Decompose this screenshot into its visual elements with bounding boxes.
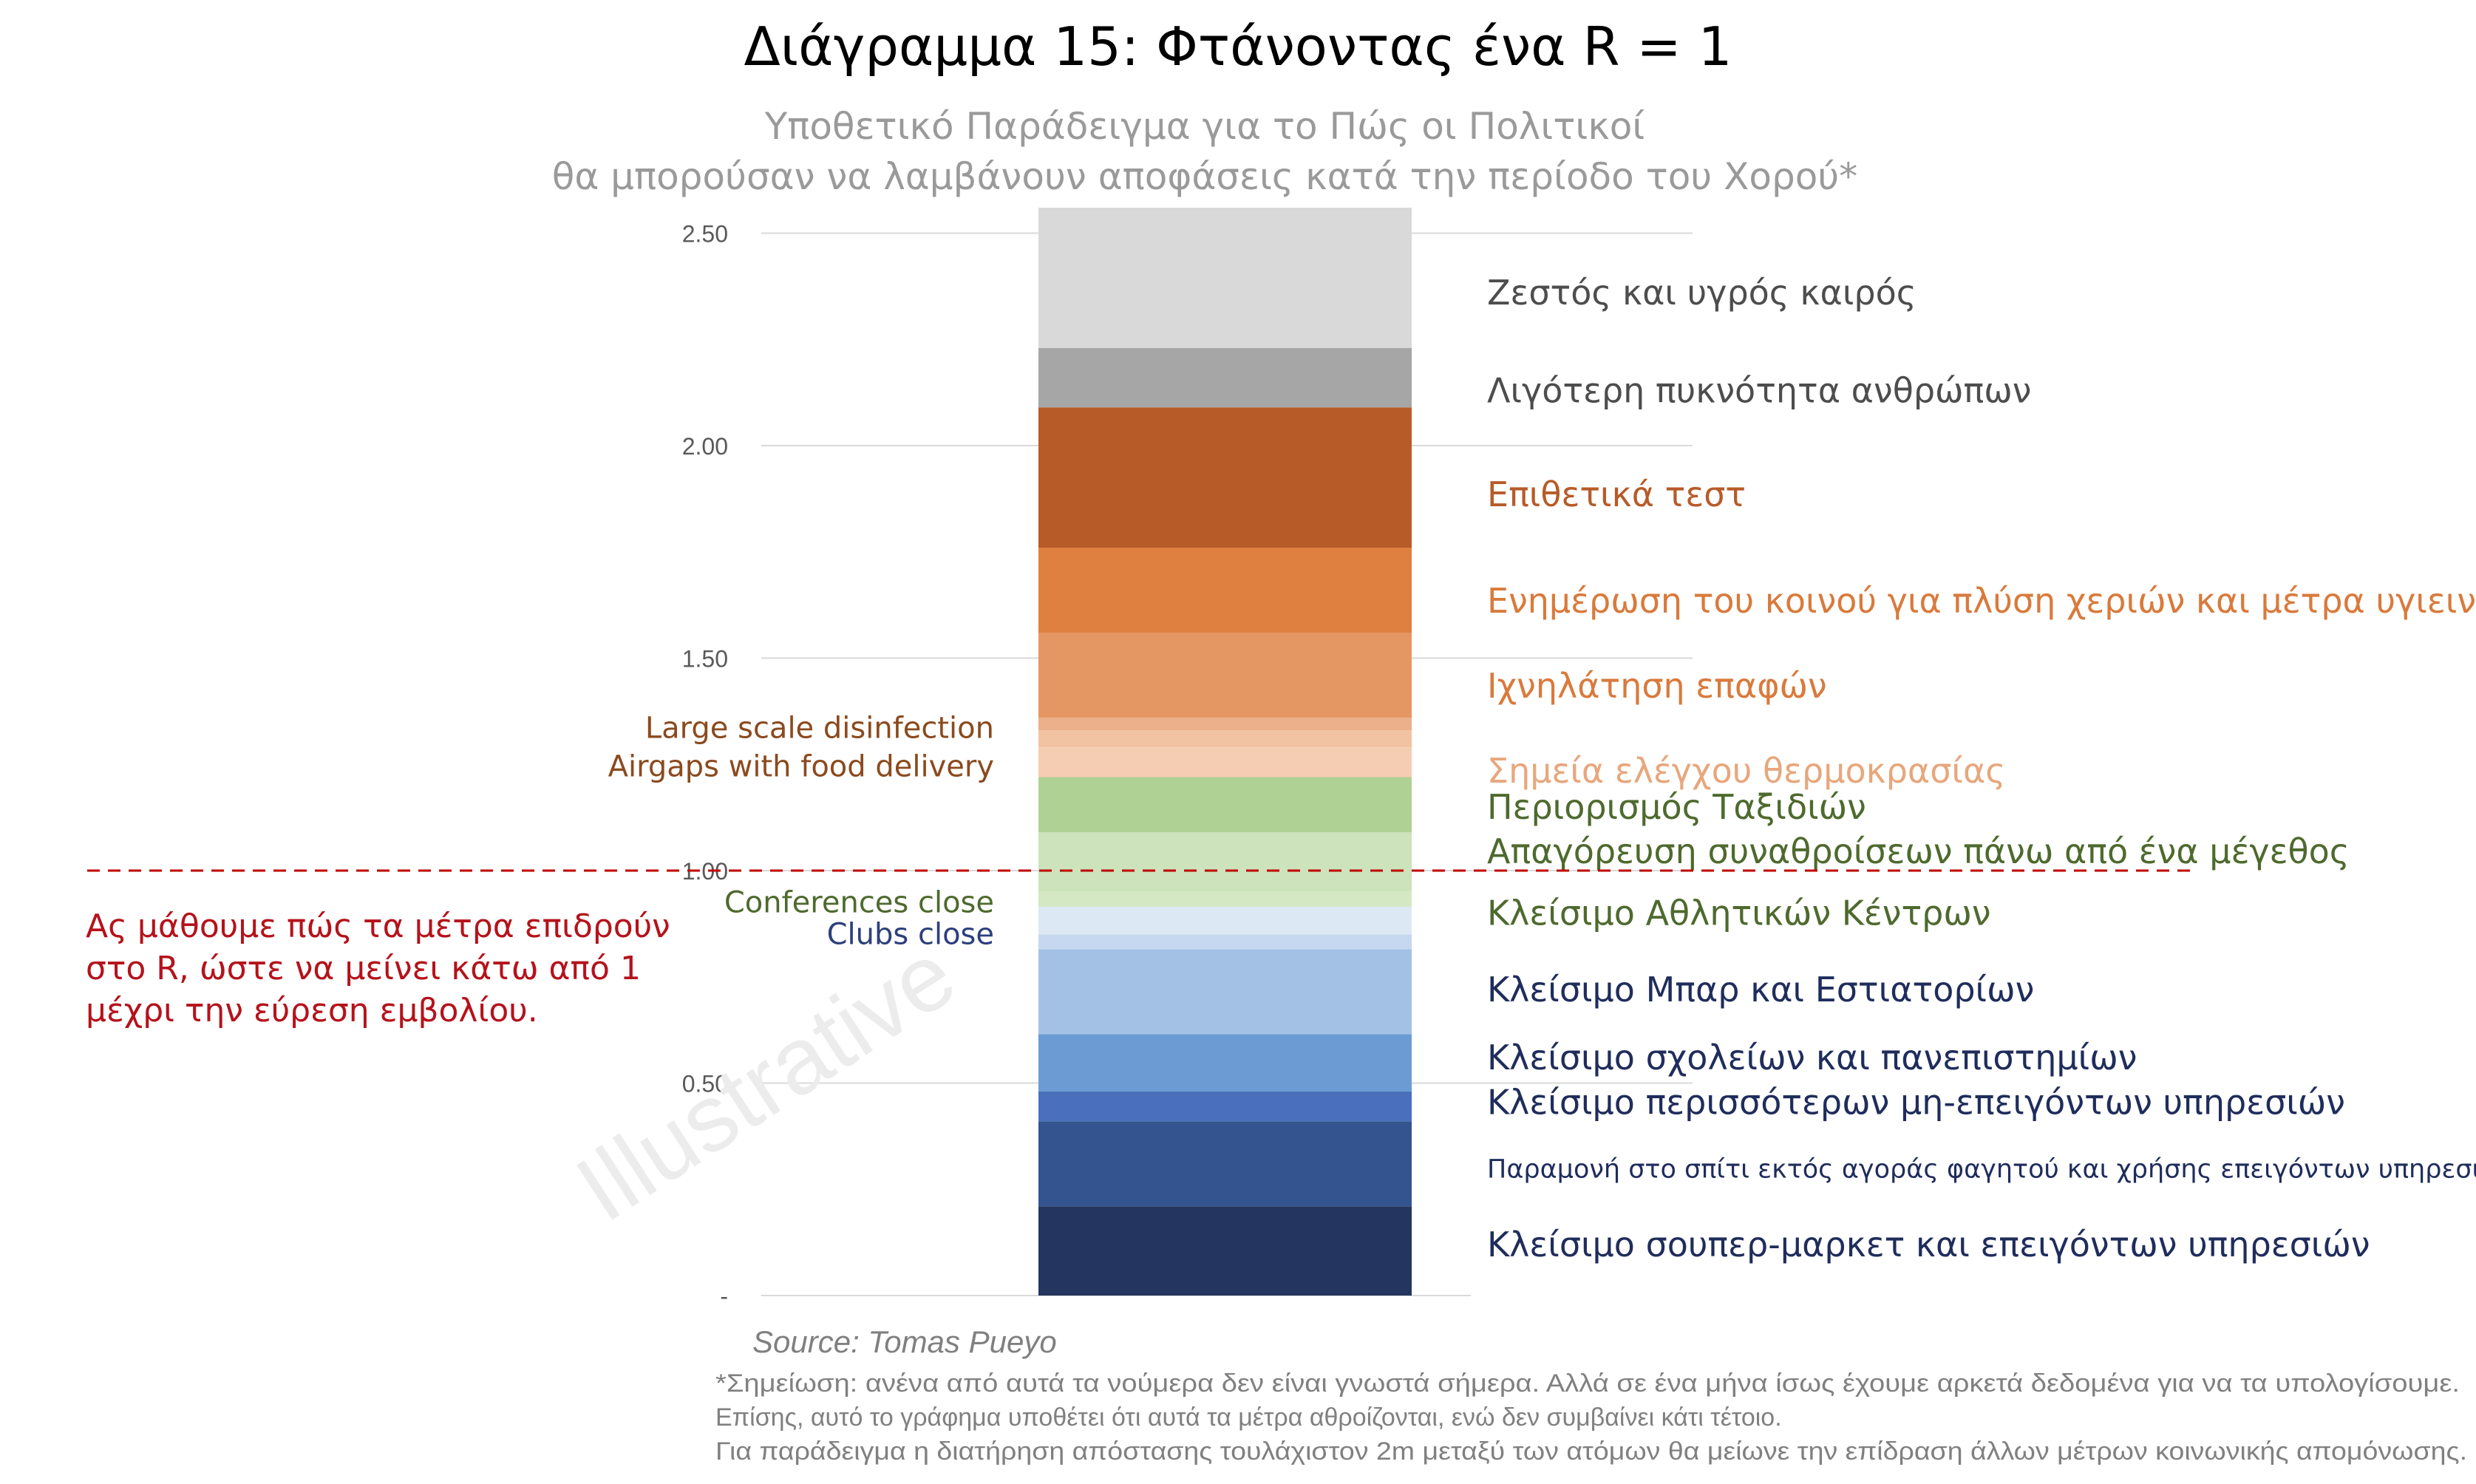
bar-segment xyxy=(1038,718,1412,731)
annotation-line-2: στο R, ώστε να μείνει κάτω από 1 xyxy=(86,950,641,987)
segment-label: Κλείσιμο Αθλητικών Κέντρων xyxy=(1487,894,1991,933)
segment-label: Ιχνηλάτηση επαφών xyxy=(1487,666,1827,706)
segment-label: Παραμονή στο σπίτι εκτός αγοράς φαγητού … xyxy=(1487,1155,2476,1185)
bar-segment xyxy=(1038,934,1412,950)
y-tick-label: 2.00 xyxy=(682,433,728,460)
bar-segment xyxy=(1038,1121,1412,1207)
bar-segment xyxy=(1038,906,1412,935)
bar-segment xyxy=(1038,747,1412,777)
stacked-bar xyxy=(1038,208,1412,1296)
y-tick-label: - xyxy=(720,1283,728,1310)
segment-label: Κλείσιμο σχολείων και πανεπιστημίων xyxy=(1487,1038,2137,1078)
bar-segment xyxy=(1038,548,1412,633)
source-text: Source: Tomas Pueyo xyxy=(752,1324,1057,1359)
segment-label: Σημεία ελέγχου θερμοκρασίας xyxy=(1487,751,2005,791)
segment-label: Κλείσιμο Μπαρ και Εστιατορίων xyxy=(1487,970,2034,1010)
chart-subtitle-line-1: Υποθετικό Παράδειγμα για το Πώς οι Πολιτ… xyxy=(764,105,1645,148)
bar-segment xyxy=(1038,407,1412,548)
bar-segment xyxy=(1038,1206,1412,1296)
segment-label: Airgaps with food delivery xyxy=(608,749,994,783)
bar-segment xyxy=(1038,730,1412,748)
bar-segment xyxy=(1038,1034,1412,1092)
bar-segment xyxy=(1038,208,1412,348)
bar-segment xyxy=(1038,777,1412,833)
segment-label: Κλείσιμο περισσότερων μη-επειγόντων υπηρ… xyxy=(1487,1082,2345,1122)
segment-label: Ζεστός και υγρός καιρός xyxy=(1487,273,1916,313)
segment-label: Κλείσιμο σουπερ-μαρκετ και επειγόντων υπ… xyxy=(1487,1225,2370,1265)
y-tick-label: 2.50 xyxy=(682,221,728,248)
bar-segment xyxy=(1038,832,1412,892)
annotation-line-3: μέχρι την εύρεση εμβολίου. xyxy=(86,992,538,1029)
footnote-line-2: Επίσης, αυτό το γράφημα υποθέτει ότι αυτ… xyxy=(715,1403,1782,1432)
segment-label: Λιγότερη πυκνότητα ανθρώπων xyxy=(1487,370,2031,410)
segment-label: Ενημέρωση του κοινού για πλύση χεριών κα… xyxy=(1487,581,2476,621)
segment-label: Conferences close xyxy=(724,885,994,919)
bar-segment xyxy=(1038,633,1412,718)
y-axis-ticks: -0.501.001.502.002.50 xyxy=(682,221,728,1310)
bar-segment xyxy=(1038,1092,1412,1122)
bar-segment xyxy=(1038,347,1412,408)
segment-labels: Κλείσιμο σουπερ-μαρκετ και επειγόντων υπ… xyxy=(608,273,2476,1265)
chart-title: Διάγραμμα 15: Φτάνοντας ένα R = 1 xyxy=(744,16,1732,78)
footnote-line-3: Για παράδειγμα η διατήρηση απόστασης του… xyxy=(715,1437,2467,1466)
footnote-line-1: *Σημείωση: ανένα από αυτά τα νούμερα δεν… xyxy=(715,1369,2460,1398)
segment-label: Επιθετικά τεστ xyxy=(1487,474,1746,514)
bar-segment xyxy=(1038,891,1412,907)
y-tick-label: 1.50 xyxy=(682,646,728,673)
bar-segment xyxy=(1038,949,1412,1035)
segment-label: Περιορισμός Ταξιδιών xyxy=(1487,787,1866,827)
annotation-line-1: Ας μάθουμε πώς τα μέτρα επιδρούν xyxy=(86,908,670,945)
chart-subtitle-line-2: θα μπορούσαν να λαμβάνουν αποφάσεις κατά… xyxy=(552,155,1858,198)
segment-label: Απαγόρευση συναθροίσεων πάνω από ένα μέγ… xyxy=(1487,831,2350,871)
segment-label: Large scale disinfection xyxy=(645,712,994,746)
segment-label: Clubs close xyxy=(827,917,994,951)
y-tick-label: 0.50 xyxy=(682,1071,728,1097)
